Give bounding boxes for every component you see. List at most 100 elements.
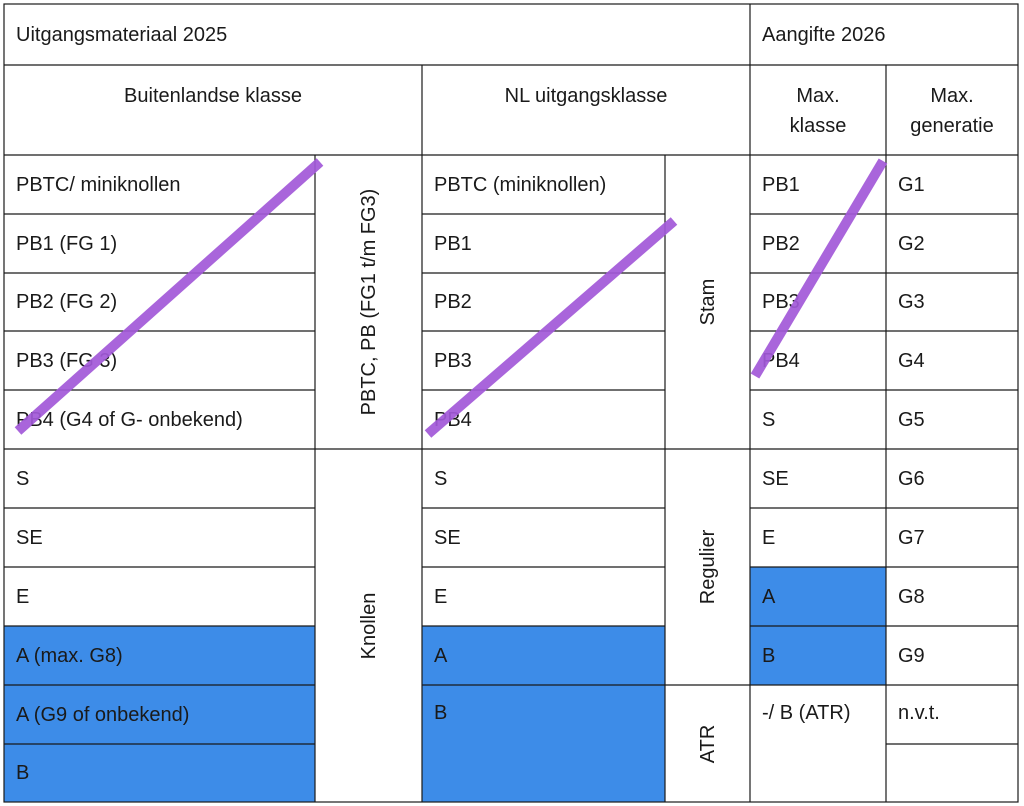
- max-generatie-cell: G6: [886, 449, 1018, 508]
- max-generatie-value: G8: [898, 585, 925, 608]
- nl-class-label: B: [434, 702, 448, 724]
- max-klasse-cell: PB1: [750, 155, 886, 214]
- max-klasse-cell: S: [750, 390, 886, 449]
- max-klasse-value: E: [762, 526, 776, 549]
- foreign-row: PB3 (FG 3): [4, 331, 315, 390]
- nl-group-atr-label: ATR: [696, 724, 719, 763]
- foreign-class-label: PB2 (FG 2): [16, 291, 118, 313]
- nl-row: PB2: [422, 273, 665, 331]
- header-aangifte: Aangifte 2026: [750, 4, 1018, 65]
- foreign-class-label: S: [16, 467, 30, 490]
- header-right-title: Aangifte 2026: [762, 23, 886, 46]
- nl-group-stam: Stam: [665, 155, 750, 449]
- nl-row: PBTC (miniknollen): [422, 155, 665, 214]
- max-klasse-cell: E: [750, 508, 886, 567]
- max-generatie-cell: G9: [886, 626, 1018, 685]
- header-uitgangsmateriaal: Uitgangsmateriaal 2025: [4, 4, 750, 65]
- max-generatie-cell: G8: [886, 567, 1018, 626]
- nl-class-label: SE: [434, 526, 461, 549]
- header-left-title: Uitgangsmateriaal 2025: [16, 23, 228, 46]
- max-klasse-value: S: [762, 408, 776, 431]
- foreign-row: S: [4, 449, 315, 508]
- nl-group-regulier: Regulier: [665, 449, 750, 685]
- nl-group-stam-label: Stam: [696, 278, 719, 326]
- nl-group-regulier-label: Regulier: [696, 529, 719, 605]
- nl-row-highlighted: A: [422, 626, 665, 685]
- foreign-row-highlighted: A (G9 of onbekend): [4, 685, 315, 744]
- nl-row: S: [422, 449, 665, 508]
- max-generatie-line1: Max.: [930, 85, 974, 107]
- max-klasse-value: PB4: [762, 349, 800, 372]
- max-klasse-value: PB2: [762, 232, 800, 255]
- foreign-class-label: PBTC/ miniknollen: [16, 173, 181, 196]
- max-klasse-line1: Max.: [796, 85, 840, 107]
- max-generatie-value: G9: [898, 644, 925, 667]
- foreign-class-label: PB1 (FG 1): [16, 232, 118, 255]
- foreign-class-label: PB4 (G4 of G- onbekend): [16, 408, 243, 431]
- foreign-group-knollen-label: Knollen: [357, 592, 380, 659]
- max-generatie-cell: n.v.t.: [886, 685, 1018, 744]
- max-generatie-cell: G3: [886, 273, 1018, 331]
- nl-class-label: E: [434, 585, 448, 608]
- max-klasse-cell: SE: [750, 449, 886, 508]
- nl-row: E: [422, 567, 665, 626]
- foreign-group-pb: PBTC, PB (FG1 t/m FG3): [315, 155, 422, 449]
- max-klasse-value: PB3: [762, 291, 800, 313]
- nl-row-highlighted: B: [422, 685, 665, 802]
- max-klasse-value: -/ B (ATR): [762, 702, 851, 724]
- max-generatie-value: G6: [898, 467, 925, 490]
- foreign-row: SE: [4, 508, 315, 567]
- max-generatie-cell: G4: [886, 331, 1018, 390]
- subheader-nl: NL uitgangsklasse: [422, 65, 750, 155]
- foreign-class-label: A (max. G8): [16, 644, 123, 667]
- nl-class-label: A: [434, 644, 448, 667]
- max-generatie-value: n.v.t.: [898, 702, 940, 724]
- foreign-row: E: [4, 567, 315, 626]
- foreign-class-label: SE: [16, 526, 43, 549]
- max-generatie-cell: G1: [886, 155, 1018, 214]
- max-klasse-cell-highlighted: B: [750, 626, 886, 685]
- max-klasse-value: PB1: [762, 173, 800, 196]
- nl-row: SE: [422, 508, 665, 567]
- nl-class-label: PB2: [434, 291, 472, 313]
- nl-group-atr: ATR: [665, 685, 750, 802]
- max-generatie-cell: G5: [886, 390, 1018, 449]
- foreign-row-highlighted: B: [4, 744, 315, 802]
- max-generatie-cell-empty: [886, 744, 1018, 802]
- max-klasse-cell: -/ B (ATR): [750, 685, 886, 802]
- max-klasse-cell: PB4: [750, 331, 886, 390]
- max-klasse-value: SE: [762, 467, 789, 490]
- foreign-class-label: PB3 (FG 3): [16, 349, 118, 372]
- foreign-class-label: A (G9 of onbekend): [16, 703, 190, 726]
- foreign-group-pb-label: PBTC, PB (FG1 t/m FG3): [357, 188, 380, 416]
- nl-class-label: PB1: [434, 232, 472, 255]
- max-generatie-cell: G7: [886, 508, 1018, 567]
- nl-class-label: PBTC (miniknollen): [434, 173, 607, 196]
- max-klasse-value: A: [762, 585, 776, 608]
- max-klasse-line2: klasse: [789, 115, 847, 137]
- subheader-max-generatie: Max. generatie: [886, 65, 1018, 155]
- subheader-max-klasse: Max. klasse: [750, 65, 886, 155]
- nl-class-label: PB3: [434, 349, 472, 372]
- foreign-class-label: B: [16, 762, 30, 784]
- subheader-foreign: Buitenlandse klasse: [4, 65, 422, 155]
- max-klasse-cell: PB2: [750, 214, 886, 273]
- max-klasse-cell: PB3: [750, 273, 886, 331]
- max-generatie-value: G4: [898, 349, 925, 372]
- nl-class-heading: NL uitgangsklasse: [504, 85, 668, 107]
- max-klasse-cell-highlighted: A: [750, 567, 886, 626]
- foreign-group-knollen: Knollen: [315, 449, 422, 802]
- foreign-class-label: E: [16, 585, 30, 608]
- max-generatie-value: G2: [898, 232, 925, 255]
- foreign-row: PB1 (FG 1): [4, 214, 315, 273]
- foreign-row-highlighted: A (max. G8): [4, 626, 315, 685]
- max-generatie-value: G1: [898, 173, 925, 196]
- nl-class-label: PB4: [434, 408, 472, 431]
- max-generatie-cell: G2: [886, 214, 1018, 273]
- max-generatie-value: G5: [898, 408, 925, 431]
- max-generatie-line2: generatie: [910, 115, 994, 137]
- nl-class-label: S: [434, 467, 448, 490]
- nl-row: PB4: [422, 390, 665, 449]
- foreign-row: PB2 (FG 2): [4, 273, 315, 331]
- foreign-row: PB4 (G4 of G- onbekend): [4, 390, 315, 449]
